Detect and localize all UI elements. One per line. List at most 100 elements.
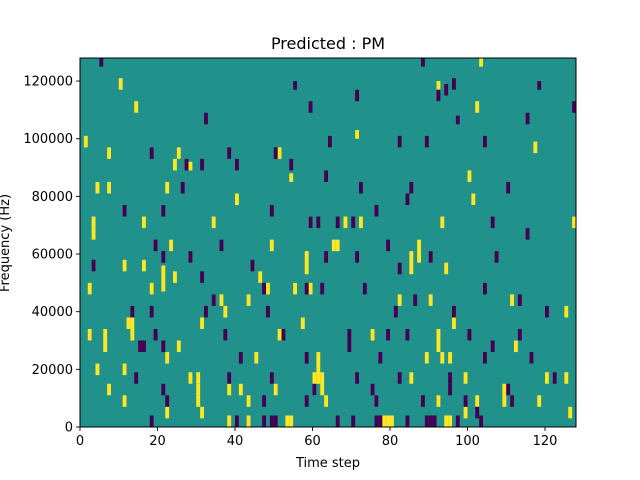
heatmap-cell-high-31: [122, 259, 127, 272]
heatmap-cell-low-34: [335, 216, 340, 229]
heatmap-cell-low-113: [405, 415, 410, 427]
x-tick-label: 20: [149, 434, 166, 449]
heatmap-cell-high-52: [300, 317, 305, 329]
heatmap-cell-low-35: [351, 216, 356, 229]
heatmap-cell-low-106: [262, 415, 267, 427]
heatmap-cell-low-100: [374, 395, 379, 407]
heatmap-cell-low-57: [211, 294, 216, 306]
heatmap-cell-low-3: [436, 89, 441, 102]
heatmap-cell-low-65: [545, 305, 549, 318]
heatmap-cell-low-107: [269, 415, 274, 427]
y-axis: 0 20000 40000 60000 80000 100000 120000: [23, 75, 80, 436]
heatmap-cell-high-78: [564, 372, 569, 384]
heatmap-cell-low-41: [386, 239, 391, 252]
heatmap-cell-low-63: [393, 305, 398, 318]
heatmap-cell-low-66: [517, 328, 522, 341]
x-tick-label: 0: [76, 434, 84, 449]
heatmap-cell-high-100: [568, 406, 573, 419]
heatmap-cell-high-25: [169, 239, 174, 252]
heatmap-cell-high-33: [161, 265, 166, 292]
heatmap-cell-high-94: [382, 415, 387, 427]
heatmap-cell-high-102: [370, 328, 375, 341]
heatmap-cell-low-16: [149, 147, 154, 159]
heatmap-cell-high-8: [107, 147, 112, 159]
heatmap-cell-high-107: [246, 294, 251, 306]
heatmap-cell-low-80: [304, 352, 309, 364]
heatmap-cell-low-14: [424, 135, 429, 148]
heatmap-cell-high-62: [122, 363, 127, 376]
heatmap-cell-low-43: [91, 259, 96, 272]
y-tick-label: 100000: [23, 132, 73, 147]
heatmap-cells: [83, 58, 577, 427]
heatmap-cell-low-119: [188, 251, 193, 263]
heatmap-cell-high-99: [463, 406, 468, 419]
heatmap-cell-high-58: [440, 352, 445, 364]
heatmap-cell-low-45: [355, 251, 360, 263]
heatmap-cell-low-101: [421, 395, 425, 407]
heatmap-cell-high-76: [502, 383, 507, 396]
heatmap-cell-high-74: [227, 383, 232, 396]
heatmap-cell-high-101: [238, 383, 243, 396]
heatmap-cell-high-39: [258, 271, 263, 283]
heatmap-cell-high-87: [537, 395, 542, 407]
heatmap-cell-low-7: [308, 101, 313, 113]
heatmap-cell-low-69: [281, 328, 286, 341]
heatmap-cell-low-61: [149, 305, 154, 318]
heatmap-cell-high-42: [87, 282, 92, 295]
heatmap-cell-high-5: [355, 130, 360, 139]
heatmap-cell-low-71: [386, 328, 391, 341]
heatmap-cell-low-40: [219, 239, 224, 252]
heatmap-cell-high-32: [142, 259, 146, 272]
heatmap-cell-high-1: [479, 58, 484, 67]
x-axis-title: Time step: [295, 456, 360, 471]
heatmap-cell-high-72: [107, 383, 112, 396]
heatmap-cell-low-20: [200, 158, 205, 171]
heatmap-cell-low-21: [235, 158, 239, 171]
heatmap-cell-low-8: [572, 101, 577, 113]
heatmap-cell-high-15: [107, 181, 112, 194]
heatmap-cell-low-76: [161, 340, 166, 353]
heatmap-cell-low-91: [161, 383, 166, 396]
heatmap-cell-low-77: [347, 340, 352, 353]
heatmap-cell-low-90: [552, 372, 557, 384]
heatmap-cell-high-43: [149, 282, 154, 295]
heatmap-cell-high-60: [514, 340, 518, 353]
heatmap-cell-low-27: [359, 181, 363, 194]
heatmap-cell-low-79: [238, 352, 243, 364]
heatmap-cell-high-64: [254, 352, 259, 364]
heatmap-cell-high-104: [452, 317, 456, 329]
heatmap-cell-low-30: [161, 205, 166, 217]
heatmap-cell-high-9: [176, 147, 181, 159]
heatmap-cell-low-38: [525, 228, 530, 240]
heatmap-cell-high-75: [273, 383, 278, 396]
x-tick-label: 40: [227, 434, 244, 449]
heatmap-cell-low-46: [161, 251, 166, 263]
heatmap-cell-high-109: [467, 170, 472, 182]
heatmap-cell-low-55: [262, 282, 267, 295]
heatmap-cell-high-37: [444, 262, 449, 275]
heatmap-cell-high-91: [246, 415, 251, 427]
x-tick-label: 120: [533, 434, 558, 449]
heatmap-cell-low-28: [405, 193, 410, 206]
heatmap-cell-high-53: [564, 305, 569, 318]
heatmap-cell-low-5: [452, 78, 456, 90]
heatmap-cell-low-108: [273, 415, 278, 427]
heatmap-cell-low-83: [529, 352, 534, 364]
heatmap-cell-high-96: [390, 415, 394, 427]
heatmap-cell-high-50: [200, 317, 205, 329]
heatmap-cell-high-49: [126, 317, 131, 329]
heatmap-cell-low-87: [355, 372, 360, 384]
heatmap-cell-low-72: [405, 328, 410, 341]
heatmap-cell-high-51: [223, 305, 228, 318]
heatmap-cell-low-50: [200, 271, 205, 283]
x-axis: 0 20 40 60 80 100 120: [76, 427, 558, 449]
heatmap-cell-high-40: [293, 282, 298, 295]
heatmap-cell-low-42: [494, 251, 499, 263]
heatmap-cell-low-29: [122, 205, 127, 217]
heatmap-cell-high-77: [545, 372, 549, 384]
heatmap-cell-high-82: [324, 395, 329, 407]
heatmap-cell-high-41: [308, 282, 313, 295]
heatmap-cell-low-68: [223, 328, 228, 341]
